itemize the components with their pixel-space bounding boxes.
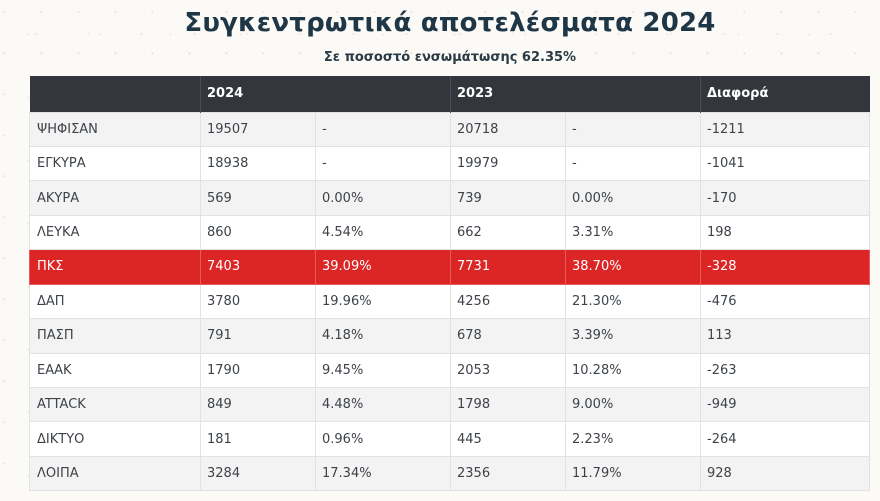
votes-2024: 1790	[200, 352, 316, 389]
difference: -264	[700, 421, 870, 457]
votes-2024: 3780	[200, 283, 316, 320]
votes-2023: 662	[450, 214, 566, 251]
difference: -170	[700, 180, 870, 216]
percent-2023: 2.23%	[565, 421, 701, 457]
table-row: ATTACK 849 4.48% 1798 9.00% -949	[29, 386, 870, 423]
header-cell-difference: Διαφορά	[700, 76, 870, 112]
votes-2024: 181	[200, 421, 316, 457]
row-label: ΛΕΥΚΑ	[29, 214, 201, 251]
percent-2023: -	[565, 111, 701, 147]
difference: -328	[700, 249, 870, 285]
percent-2023: 0.00%	[565, 180, 701, 216]
page-subtitle: Σε ποσοστό ενσωμάτωσης 62.35%	[323, 50, 577, 65]
votes-2023: 739	[450, 180, 566, 216]
percent-2024: 4.48%	[315, 386, 451, 423]
row-label: ΑΚΥΡΑ	[29, 180, 201, 216]
table-row-highlighted: ΠΚΣ 7403 39.09% 7731 38.70% -328	[29, 249, 870, 285]
percent-2024: 0.00%	[315, 180, 451, 216]
difference: -1211	[700, 111, 870, 147]
votes-2023: 7731	[450, 249, 566, 285]
row-label: ΨΗΦΙΣΑΝ	[29, 111, 201, 147]
votes-2024: 19507	[200, 111, 316, 147]
table-row: ΔΑΠ 3780 19.96% 4256 21.30% -476	[29, 283, 870, 320]
row-label: ΔΑΠ	[29, 283, 201, 320]
percent-2023: 38.70%	[565, 249, 701, 285]
votes-2023: 2053	[450, 352, 566, 389]
percent-2023: 9.00%	[565, 386, 701, 423]
row-label: ΠΑΣΠ	[29, 318, 201, 354]
percent-2024: -	[315, 111, 451, 147]
results-table-body: ΨΗΦΙΣΑΝ 19507 - 20718 - -1211 ΕΓΚΥΡΑ 189…	[29, 111, 870, 492]
header-cell-label	[29, 76, 201, 112]
header-cell-2024: 2024	[200, 76, 316, 112]
table-row: ΕΓΚΥΡΑ 18938 - 19979 - -1041	[29, 145, 870, 182]
row-label: ATTACK	[29, 386, 201, 423]
percent-2024: 39.09%	[315, 249, 451, 285]
votes-2024: 860	[200, 214, 316, 251]
difference: -1041	[700, 145, 870, 182]
votes-2023: 2356	[450, 455, 566, 492]
votes-2024: 3284	[200, 455, 316, 492]
votes-2024: 791	[200, 318, 316, 354]
percent-2024: 9.45%	[315, 352, 451, 389]
percent-2023: 3.31%	[565, 214, 701, 251]
votes-2023: 19979	[450, 145, 566, 182]
percent-2024: 17.34%	[315, 455, 451, 492]
table-row: ΛΕΥΚΑ 860 4.54% 662 3.31% 198	[29, 214, 870, 251]
percent-2024: -	[315, 145, 451, 182]
table-row: ΨΗΦΙΣΑΝ 19507 - 20718 - -1211	[29, 111, 870, 147]
votes-2023: 20718	[450, 111, 566, 147]
difference: 928	[700, 455, 870, 492]
results-table-header: 2024 2023 Διαφορά	[29, 76, 870, 112]
votes-2024: 18938	[200, 145, 316, 182]
votes-2024: 849	[200, 386, 316, 423]
votes-2024: 7403	[200, 249, 316, 285]
table-row: ΛΟΙΠΑ 3284 17.34% 2356 11.79% 928	[29, 455, 870, 492]
percent-2024: 0.96%	[315, 421, 451, 457]
percent-2024: 4.18%	[315, 318, 451, 354]
row-label: ΕΑΑΚ	[29, 352, 201, 389]
difference: -476	[700, 283, 870, 320]
votes-2023: 4256	[450, 283, 566, 320]
percent-2023: -	[565, 145, 701, 182]
percent-2023: 11.79%	[565, 455, 701, 492]
page-title: Συγκεντρωτικά αποτελέσματα 2024	[184, 8, 716, 38]
difference: 113	[700, 318, 870, 354]
header-cell-2023-percent	[565, 76, 701, 112]
votes-2023: 1798	[450, 386, 566, 423]
percent-2023: 21.30%	[565, 283, 701, 320]
votes-2024: 569	[200, 180, 316, 216]
row-label: ΛΟΙΠΑ	[29, 455, 201, 492]
percent-2023: 3.39%	[565, 318, 701, 354]
table-row: ΠΑΣΠ 791 4.18% 678 3.39% 113	[29, 318, 870, 354]
row-label: ΔΙΚΤΥΟ	[29, 421, 201, 457]
difference: 198	[700, 214, 870, 251]
header-cell-2023: 2023	[450, 76, 566, 112]
difference: -949	[700, 386, 870, 423]
table-row: ΕΑΑΚ 1790 9.45% 2053 10.28% -263	[29, 352, 870, 389]
percent-2023: 10.28%	[565, 352, 701, 389]
votes-2023: 445	[450, 421, 566, 457]
difference: -263	[700, 352, 870, 389]
results-table: 2024 2023 Διαφορά ΨΗΦΙΣΑΝ 19507 - 20718 …	[29, 76, 870, 492]
table-row: ΑΚΥΡΑ 569 0.00% 739 0.00% -170	[29, 180, 870, 216]
percent-2024: 4.54%	[315, 214, 451, 251]
header-row: 2024 2023 Διαφορά	[29, 76, 870, 112]
row-label: ΠΚΣ	[29, 249, 201, 285]
header-cell-2024-percent	[315, 76, 451, 112]
table-row: ΔΙΚΤΥΟ 181 0.96% 445 2.23% -264	[29, 421, 870, 457]
percent-2024: 19.96%	[315, 283, 451, 320]
votes-2023: 678	[450, 318, 566, 354]
row-label: ΕΓΚΥΡΑ	[29, 145, 201, 182]
